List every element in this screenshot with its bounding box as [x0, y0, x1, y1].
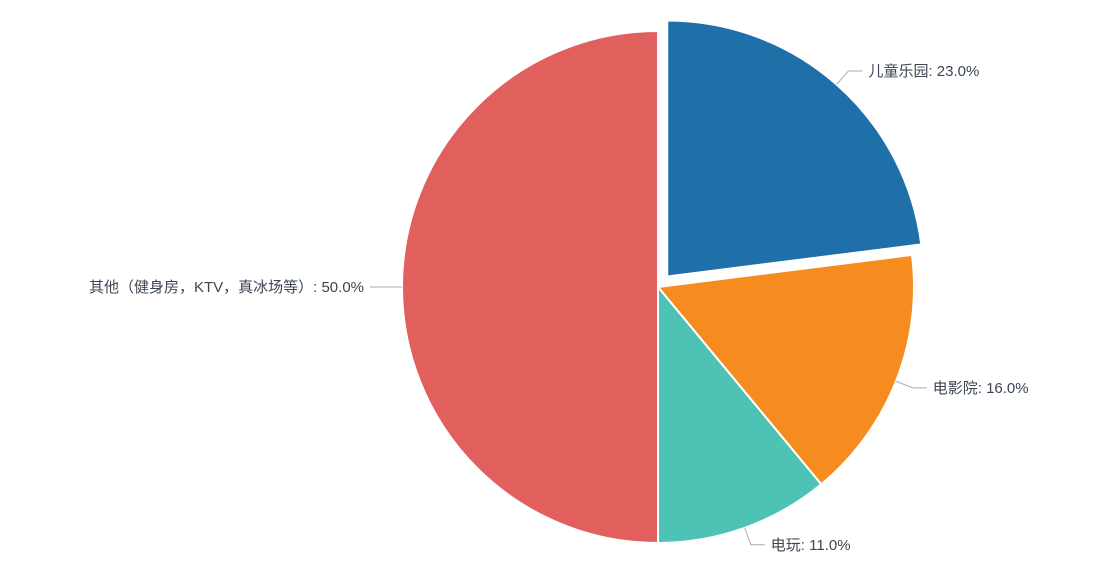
pie-label-1: 电影院: 16.0% [933, 379, 1029, 397]
pie-label-line-1 [895, 380, 927, 389]
pie-label-line-2 [744, 527, 765, 546]
pie-label-0: 儿童乐园: 23.0% [868, 62, 979, 80]
pie-label-3: 其他（健身房，KTV，真冰场等）: 50.0% [89, 278, 364, 296]
pie-label-line-0 [836, 70, 863, 85]
pie-slice-3[interactable] [401, 30, 659, 544]
pie-slice-2[interactable] [657, 286, 823, 544]
pie-label-2: 电玩: 11.0% [771, 537, 851, 554]
pie-slice-0[interactable] [666, 19, 923, 278]
